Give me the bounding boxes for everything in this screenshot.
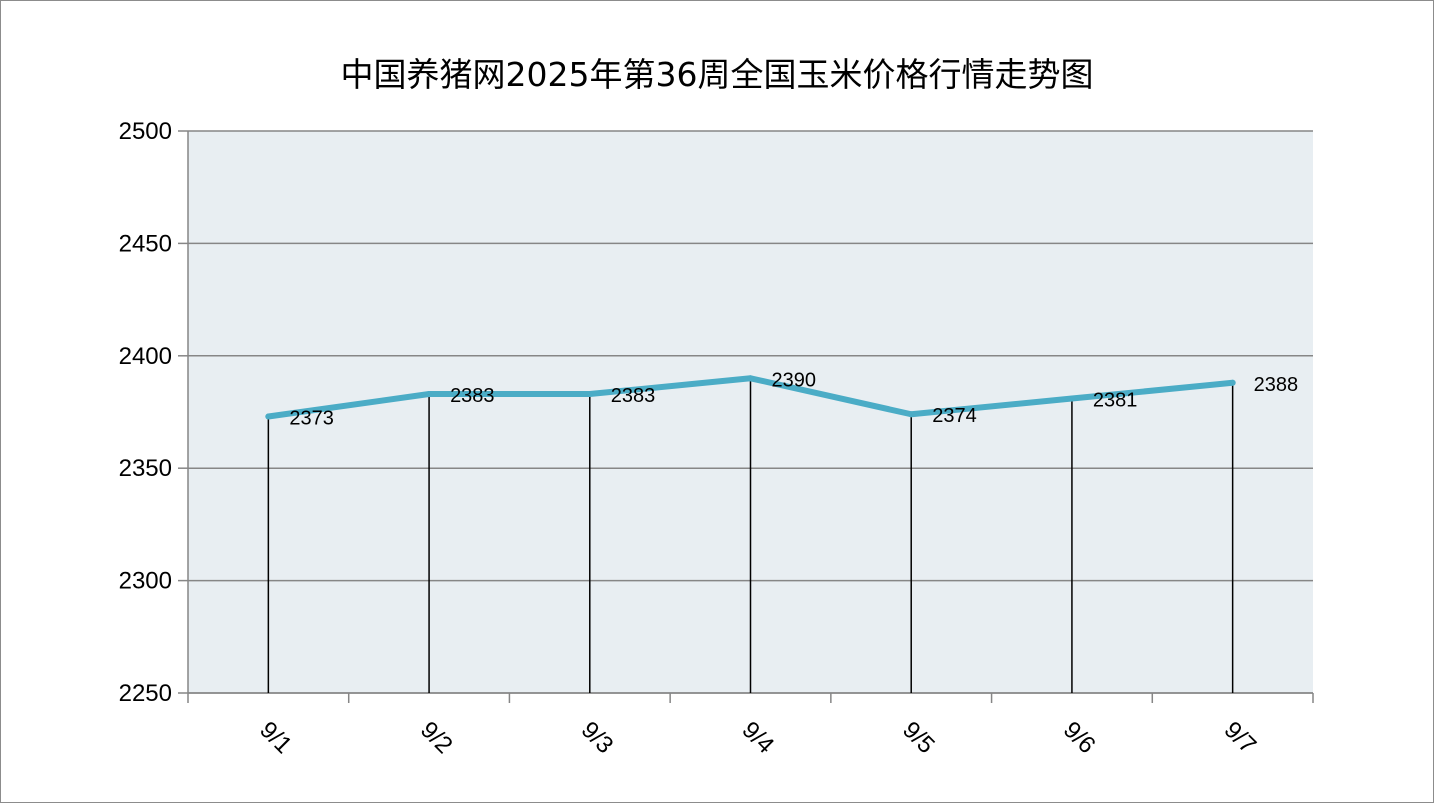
y-tick-label: 2350 — [119, 455, 172, 482]
data-point — [747, 375, 754, 382]
data-label: 2383 — [450, 385, 495, 407]
x-tick-label: 9/5 — [897, 716, 940, 759]
data-point — [586, 391, 593, 398]
data-label: 2374 — [932, 405, 977, 427]
chart-title: 中国养猪网2025年第36周全国玉米价格行情走势图 — [340, 55, 1094, 94]
x-tick-label: 9/4 — [736, 716, 779, 759]
y-tick-label: 2250 — [119, 680, 172, 707]
y-tick-label: 2450 — [119, 230, 172, 257]
x-tick-label: 9/2 — [415, 716, 458, 759]
data-label: 2390 — [772, 369, 817, 391]
data-label: 2373 — [289, 407, 334, 429]
y-tick-label: 2300 — [119, 568, 172, 595]
y-tick-label: 2500 — [119, 118, 172, 145]
x-tick-label: 9/3 — [576, 716, 619, 759]
data-label: 2388 — [1254, 374, 1299, 396]
x-tick-label: 9/6 — [1058, 716, 1101, 759]
data-point — [265, 413, 272, 420]
data-point — [1229, 379, 1236, 386]
data-label: 2381 — [1093, 390, 1138, 412]
y-tick-label: 2400 — [119, 343, 172, 370]
data-point — [426, 391, 433, 398]
x-tick-label: 9/7 — [1219, 716, 1262, 759]
data-point — [908, 411, 915, 418]
data-label: 2383 — [611, 385, 656, 407]
x-tick-label: 9/1 — [254, 716, 297, 759]
data-point — [1068, 395, 1075, 402]
